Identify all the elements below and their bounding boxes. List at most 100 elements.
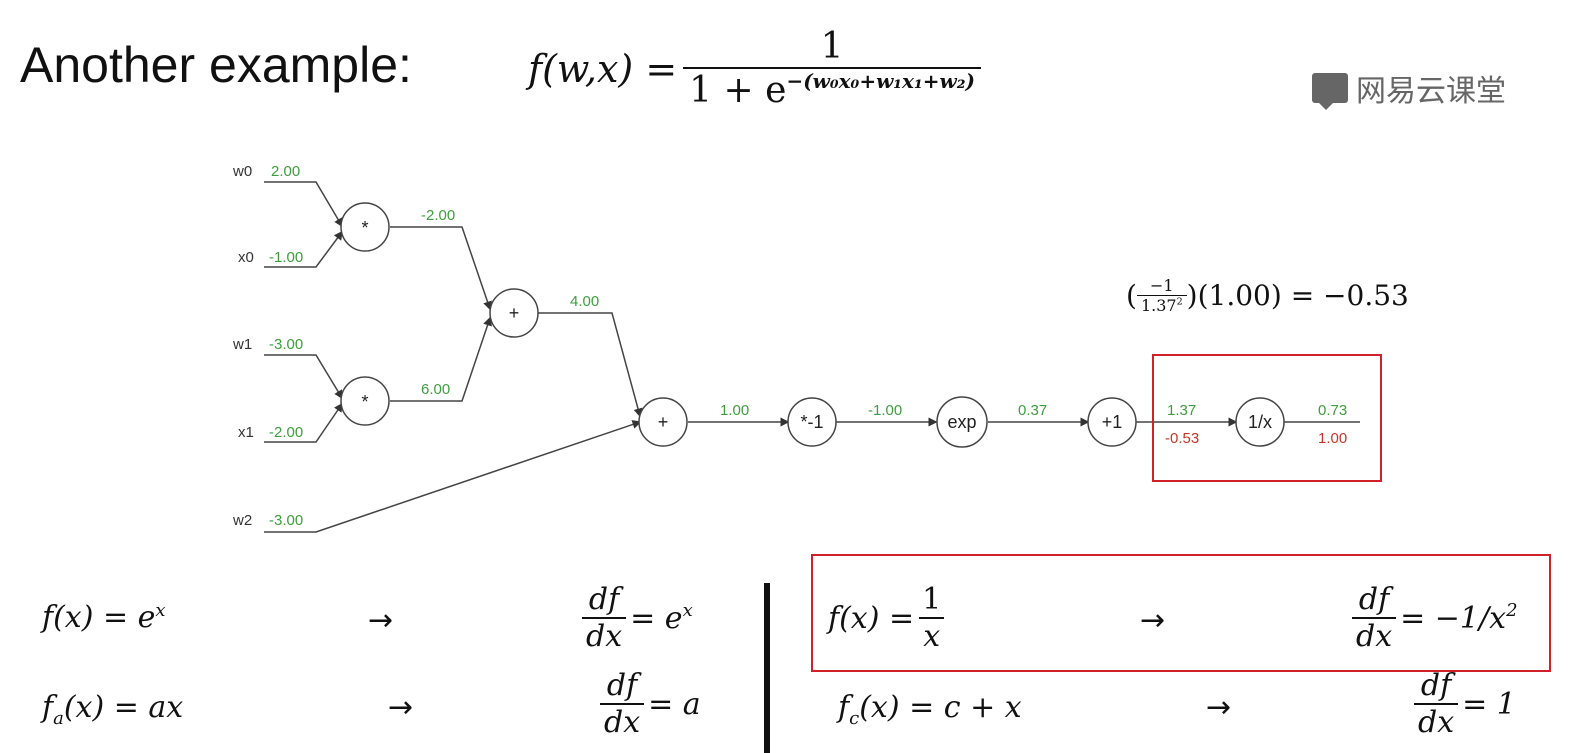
rule-scale-f-sub: a [53,708,64,729]
rule-recip-derivative: df dx = −1/x 2 [1352,582,1518,654]
node-add1-circle [638,397,688,447]
chat-bubble-icon [1312,73,1348,110]
node-neg-circle [787,397,837,447]
node-exp-label: exp [947,412,976,432]
node-exp-circle [936,396,988,448]
rule-recip-d-den: dx [1352,617,1397,654]
rule-const-f-sub: c [849,708,860,729]
node-plus1-label: +1 [1102,412,1123,432]
header-formula-fraction: 1 1 + e−(w₀x₀+w₁x₁+w₂) [683,26,981,111]
node-add0-circle [489,288,539,338]
rule-scale-dfdx: df dx [600,668,645,740]
value-recip-out: 0.73 [1318,402,1347,419]
rule-recip-d-rhs: = −1/x [1400,600,1507,636]
grad-plus1-out: -0.53 [1165,430,1199,447]
rule-recip-f-lhs: f(x) = [828,600,915,636]
input-label-x0: x0 [238,249,254,266]
node-add0-label: + [509,303,520,323]
annotation-open: ( [1126,279,1137,312]
rule-recip-f-den: x [919,617,945,654]
edge-mul0-out [390,226,492,311]
node-mul0-circle [340,202,390,252]
rule-const-dfdx: df dx [1414,668,1459,740]
annotation-rest: )(1.00) = −0.53 [1186,279,1409,312]
edge-x0 [264,230,343,268]
rule-const-d-rhs: = 1 [1462,686,1516,722]
node-mul1-label: * [361,392,368,412]
edge-w2 [264,420,642,533]
node-recip-label: 1/x [1248,412,1272,432]
netease-cloud-classroom-logo: 网易云课堂 [1312,66,1506,110]
logo-text: 网易云课堂 [1356,74,1506,109]
value-add1-out: 1.00 [720,402,749,419]
rule-const-d-num: df [1420,668,1452,703]
value-add0-out: 4.00 [570,293,599,310]
input-value-x1: -2.00 [269,424,303,441]
annotation-num: −1 [1150,276,1174,295]
header-formula-denominator: 1 + e−(w₀x₀+w₁x₁+w₂) [683,67,981,111]
rule-exp-function: f(x) = ex [42,600,166,635]
rule-scale-d-den: dx [600,703,645,740]
input-value-x0: -1.00 [269,249,303,266]
edge-w1 [264,354,343,400]
rule-const-f-rhs: (x) = c + x [859,690,1022,725]
input-value-w2: -3.00 [269,512,303,529]
rule-const-derivative: df dx = 1 [1414,668,1516,740]
edge-add0-out [538,312,643,418]
value-plus1-out: 1.37 [1167,402,1196,419]
rule-recip-f-num: 1 [922,582,942,617]
rule-scale-function: fa(x) = ax [42,690,183,729]
column-divider [764,583,770,753]
rule-const-d-den: dx [1414,703,1459,740]
rule-const-f-lhs: f [838,690,850,725]
rule-recip-function: f(x) = 1 x [828,582,945,654]
rule-exp-d-den: dx [582,617,627,654]
annotation-fraction: −1 1.372 [1136,276,1187,315]
value-exp-out: 0.37 [1018,402,1047,419]
node-recip-circle [1235,397,1285,447]
value-mul1-out: 6.00 [421,381,450,398]
annotation-den-exp: 2 [1176,296,1183,308]
rule-exp-d-exp: x [682,600,693,621]
node-mul1-circle [340,376,390,426]
rule-exp-d-rhs: = e [630,600,683,636]
rule-recip-arrow: → [1140,603,1166,638]
slide-title: Another example: [20,37,412,93]
rule-exp-f-lhs: f(x) = e [42,600,156,635]
edge-mul1-out [390,316,492,402]
annotation-den-base: 1.37 [1140,296,1177,315]
header-formula-den-exp: −(w₀x₀+w₁x₁+w₂) [786,69,975,93]
rule-const-function: fc(x) = c + x [838,690,1022,729]
gradient-annotation: ( −1 1.372 )(1.00) = −0.53 [1126,276,1409,315]
header-formula-den-base: 1 + e [689,70,787,111]
rule-scale-f-rhs: (x) = ax [63,690,184,725]
edge-x1 [264,402,343,443]
rule-scale-f-lhs: f [42,690,54,725]
annotation-den: 1.372 [1136,295,1187,315]
rule-exp-arrow: → [368,603,394,638]
value-mul0-out: -2.00 [421,207,455,224]
input-label-x1: x1 [238,424,254,441]
rule-exp-dfdx: df dx [582,582,627,654]
rule-recip-d-exp: 2 [1506,600,1518,621]
header-formula-numerator: 1 [820,26,844,67]
input-value-w1: -3.00 [269,336,303,353]
rule-scale-d-rhs: = a [648,686,701,722]
input-value-w0: 2.00 [271,163,300,180]
input-label-w2: w2 [232,512,252,529]
rule-recip-f-frac: 1 x [918,582,945,654]
rule-scale-arrow: → [388,690,414,725]
node-mul0-label: * [361,218,368,238]
highlight-box-recip-gate [1152,354,1382,482]
rule-scale-d-num: df [606,668,638,703]
rule-const-arrow: → [1206,690,1232,725]
computational-graph: w0 x0 w1 x1 w2 2.00 -1.00 -3.00 -2.00 -3… [232,163,1360,533]
value-neg-out: -1.00 [868,402,902,419]
rule-scale-derivative: df dx = a [600,668,701,740]
input-label-w1: w1 [232,336,252,353]
header-formula: f(w,x) = 1 1 + e−(w₀x₀+w₁x₁+w₂) [528,26,981,111]
rule-recip-d-num: df [1358,582,1390,617]
header-formula-lhs: f(w,x) = [528,46,678,91]
highlight-box-recip-rule [811,554,1551,672]
